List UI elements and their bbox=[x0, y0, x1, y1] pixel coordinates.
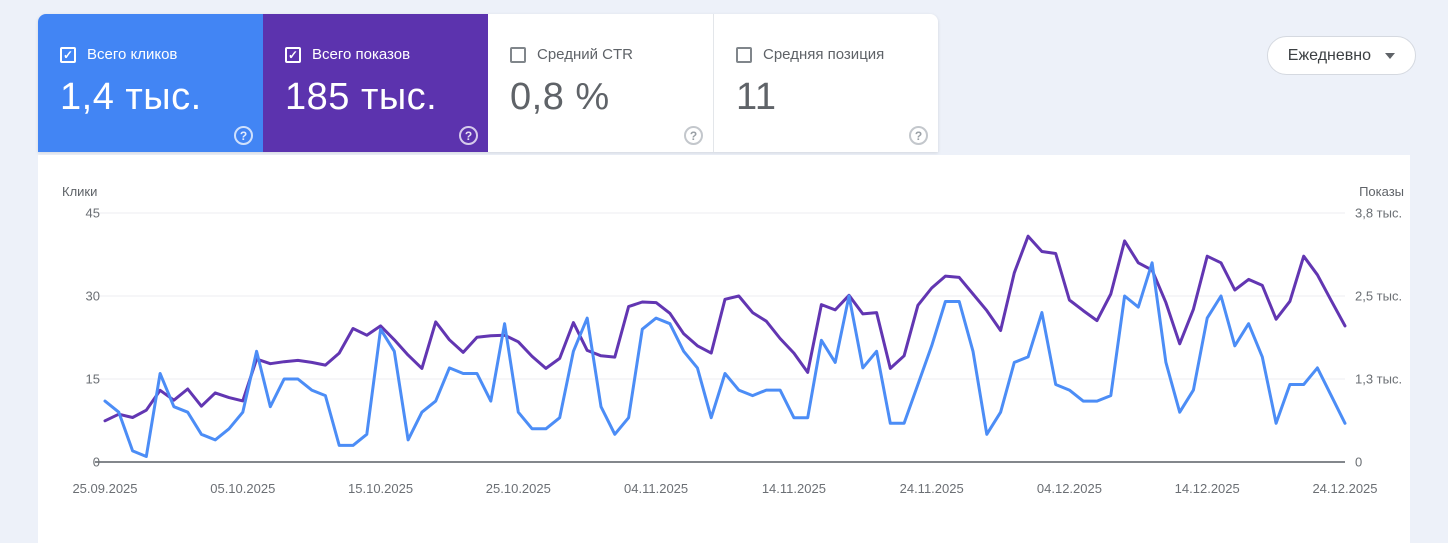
left-axis-tick-label: 30 bbox=[86, 289, 100, 304]
left-axis-tick-label: 0 bbox=[93, 455, 100, 470]
left-axis-tick-label: 15 bbox=[86, 372, 100, 387]
date-label: 04.11.2025 bbox=[624, 481, 688, 496]
chart-panel: Клики Показы 0 15 30 45 0 1,3 тыс. 2,5 тыс. 3,8… bbox=[38, 155, 1410, 543]
help-icon[interactable]: ? bbox=[909, 126, 928, 145]
date-label: 25.10.2025 bbox=[486, 481, 551, 496]
help-icon[interactable]: ? bbox=[684, 126, 703, 145]
card-total-clicks-header: ✓ Всего кликов bbox=[60, 46, 245, 63]
help-icon[interactable]: ? bbox=[459, 126, 478, 145]
performance-chart[interactable]: 0 15 30 45 0 1,3 тыс. 2,5 тыс. 3,8 тыс. 25.09.20… bbox=[38, 155, 1410, 543]
clicks-line bbox=[103, 261, 1347, 458]
granularity-dropdown-label: Ежедневно bbox=[1287, 46, 1371, 64]
checkbox-unchecked-icon[interactable] bbox=[510, 46, 526, 63]
card-average-position-value: 11 bbox=[736, 76, 777, 118]
chevron-down-icon bbox=[1385, 52, 1395, 59]
card-total-impressions-header: ✓ Всего показов bbox=[285, 46, 470, 63]
card-average-ctr-header: Средний CTR bbox=[510, 46, 695, 63]
date-label: 05.10.2025 bbox=[210, 481, 275, 496]
card-average-position[interactable]: Средняя позиция 11 ? bbox=[713, 14, 938, 152]
card-average-position-header: Средняя позиция bbox=[736, 46, 920, 63]
date-label: 04.12.2025 bbox=[1037, 481, 1102, 496]
card-total-impressions-label: Всего показов bbox=[312, 46, 411, 63]
right-axis-tick-label: 2,5 тыс. bbox=[1355, 289, 1402, 304]
card-total-clicks-label: Всего кликов bbox=[87, 46, 178, 63]
checkbox-checked-icon[interactable]: ✓ bbox=[285, 46, 301, 63]
date-label: 24.12.2025 bbox=[1312, 481, 1377, 496]
card-total-clicks-value: 1,4 тыс. bbox=[60, 76, 202, 118]
card-average-position-label: Средняя позиция bbox=[763, 46, 885, 63]
right-axis-tick-label: 3,8 тыс. bbox=[1355, 206, 1402, 221]
card-total-impressions-value: 185 тыс. bbox=[285, 76, 438, 118]
right-axis-tick-label: 0 bbox=[1355, 455, 1362, 470]
help-icon[interactable]: ? bbox=[234, 126, 253, 145]
metric-cards-strip: ✓ Всего кликов 1,4 тыс. ? ✓ Всего показо… bbox=[38, 14, 938, 152]
date-label: 14.11.2025 bbox=[762, 481, 826, 496]
checkbox-checked-icon[interactable]: ✓ bbox=[60, 46, 76, 63]
card-total-clicks[interactable]: ✓ Всего кликов 1,4 тыс. ? bbox=[38, 14, 263, 152]
date-label: 24.11.2025 bbox=[900, 481, 964, 496]
card-average-ctr-label: Средний CTR bbox=[537, 46, 633, 63]
right-axis-title: Показы bbox=[1359, 184, 1404, 199]
card-average-ctr[interactable]: Средний CTR 0,8 % ? bbox=[488, 14, 713, 152]
left-axis-tick-label: 45 bbox=[86, 206, 100, 221]
date-label: 15.10.2025 bbox=[348, 481, 413, 496]
date-label: 14.12.2025 bbox=[1175, 481, 1240, 496]
granularity-dropdown[interactable]: Ежедневно bbox=[1266, 36, 1416, 75]
left-axis-title: Клики bbox=[62, 184, 98, 199]
checkbox-unchecked-icon[interactable] bbox=[736, 46, 752, 63]
card-average-ctr-value: 0,8 % bbox=[510, 76, 610, 118]
date-label: 25.09.2025 bbox=[72, 481, 137, 496]
right-axis-tick-label: 1,3 тыс. bbox=[1355, 372, 1402, 387]
card-total-impressions[interactable]: ✓ Всего показов 185 тыс. ? bbox=[263, 14, 488, 152]
impressions-line bbox=[103, 234, 1347, 423]
